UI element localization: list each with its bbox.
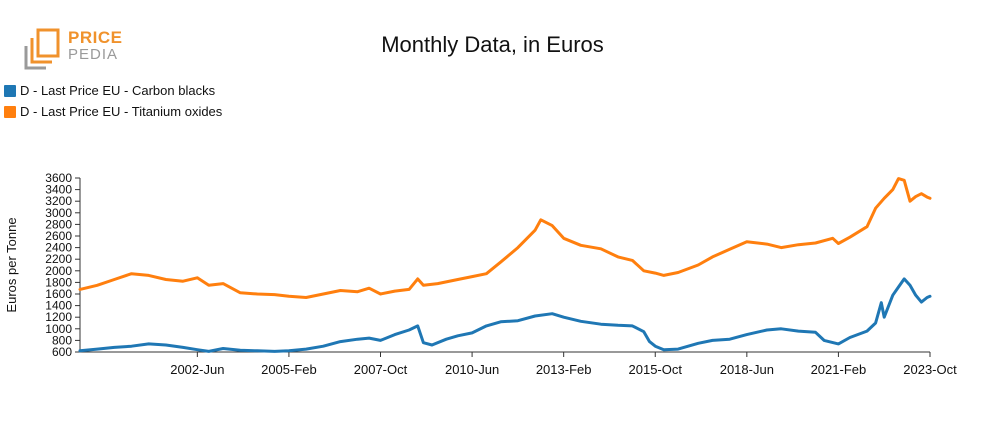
- y-tick-label: 2200: [45, 252, 72, 266]
- x-tick-label: 2018-Jun: [720, 362, 774, 377]
- y-tick-label: 1600: [45, 287, 72, 301]
- pricepedia-logo: PRICE PEDIA: [20, 24, 130, 74]
- series-layer: [78, 177, 932, 353]
- legend-label-titanium-oxides: D - Last Price EU - Titanium oxides: [20, 104, 223, 119]
- legend-item-titanium-oxides[interactable]: D - Last Price EU - Titanium oxides: [4, 101, 222, 122]
- x-tick-label: 2007-Oct: [354, 362, 408, 377]
- x-tick-label: 2023-Oct: [903, 362, 957, 377]
- x-tick-label: 2005-Feb: [261, 362, 317, 377]
- y-tick-label: 1200: [45, 310, 72, 324]
- y-tick-label: 2800: [45, 217, 72, 231]
- y-tick-label: 3200: [45, 194, 72, 208]
- x-tick-label: 2021-Feb: [811, 362, 867, 377]
- legend-swatch-carbon-blacks: [4, 84, 16, 97]
- legend-label-carbon-blacks: D - Last Price EU - Carbon blacks: [20, 83, 216, 98]
- y-tick-label: 2000: [45, 264, 72, 278]
- x-tick-label: 2013-Feb: [536, 362, 592, 377]
- x-tick-label: 2015-Oct: [629, 362, 683, 377]
- y-tick-label: 1800: [45, 275, 72, 289]
- y-tick-label: 1000: [45, 322, 72, 336]
- y-axis: 6008001000120014001600180020002200240026…: [45, 171, 81, 359]
- x-tick-label: 2002-Jun: [170, 362, 224, 377]
- y-tick-label: 2600: [45, 229, 72, 243]
- y-tick-label: 3600: [45, 171, 72, 185]
- legend: D - Last Price EU - Carbon blacks D - La…: [4, 80, 222, 122]
- logo-mark-icon: [24, 28, 60, 70]
- chart-title: Monthly Data, in Euros: [381, 32, 604, 57]
- series-line-carbon-blacks[interactable]: [78, 277, 932, 353]
- logo-text-price: PRICE: [68, 28, 123, 47]
- x-axis: 2002-Jun 2005-Feb 2007-Oct 2010-Jun 2013-Feb…: [80, 351, 957, 377]
- y-tick-label: 1400: [45, 299, 72, 313]
- y-tick-label: 800: [52, 333, 72, 347]
- logo-text-pedia: PEDIA: [68, 46, 119, 63]
- y-tick-label: 3000: [45, 206, 72, 220]
- y-axis-label: Euros per Tonne: [4, 217, 19, 312]
- y-tick-label: 600: [52, 345, 72, 359]
- y-tick-label: 2400: [45, 241, 72, 255]
- x-tick-label: 2010-Jun: [445, 362, 499, 377]
- legend-swatch-titanium-oxides: [4, 105, 16, 118]
- series-line-titanium-oxides[interactable]: [78, 177, 932, 299]
- legend-item-carbon-blacks[interactable]: D - Last Price EU - Carbon blacks: [4, 80, 222, 101]
- y-tick-label: 3400: [45, 183, 72, 197]
